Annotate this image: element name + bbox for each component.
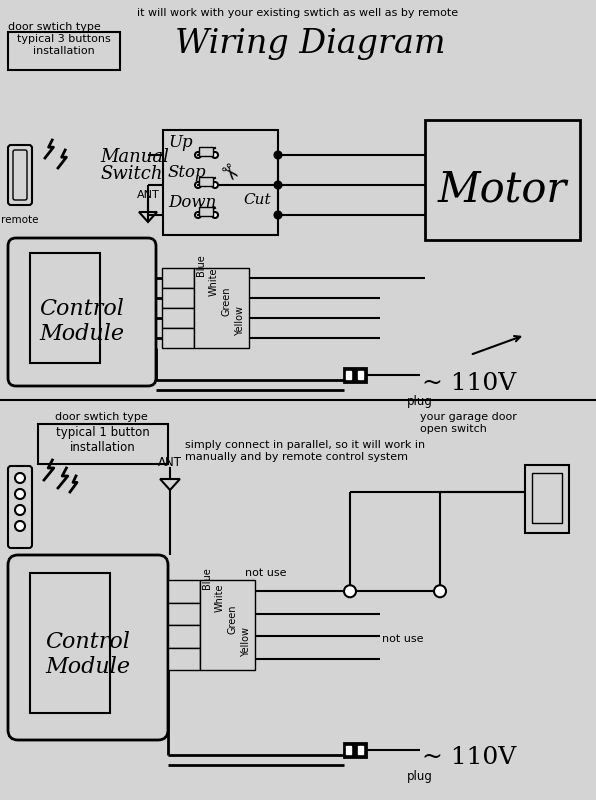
Text: not use: not use — [245, 568, 287, 578]
FancyBboxPatch shape — [346, 371, 351, 379]
FancyBboxPatch shape — [358, 371, 363, 379]
Text: simply connect in parallel, so it will work in
manually and by remote control sy: simply connect in parallel, so it will w… — [185, 440, 425, 462]
FancyBboxPatch shape — [168, 647, 200, 670]
Text: it will work with your existing swtich as well as by remote: it will work with your existing swtich a… — [138, 8, 458, 18]
Text: typical 3 buttons
installation: typical 3 buttons installation — [17, 34, 111, 56]
FancyBboxPatch shape — [38, 424, 168, 464]
FancyBboxPatch shape — [162, 268, 194, 288]
Text: plug: plug — [407, 770, 433, 783]
Text: ANT: ANT — [158, 456, 182, 469]
Text: Blue: Blue — [196, 254, 206, 276]
Circle shape — [212, 152, 218, 158]
Circle shape — [275, 151, 281, 158]
Text: Yellow: Yellow — [235, 306, 245, 336]
Text: Stop: Stop — [168, 164, 207, 181]
Circle shape — [15, 473, 25, 483]
Text: Cut: Cut — [243, 193, 271, 207]
Circle shape — [15, 489, 25, 499]
Circle shape — [195, 212, 201, 218]
FancyBboxPatch shape — [525, 465, 569, 533]
FancyBboxPatch shape — [163, 130, 278, 235]
Circle shape — [15, 505, 25, 515]
Text: plug: plug — [407, 395, 433, 408]
FancyBboxPatch shape — [8, 466, 32, 548]
Text: typical 1 button
installation: typical 1 button installation — [56, 426, 150, 454]
Text: White: White — [215, 583, 225, 612]
Text: Green: Green — [222, 286, 232, 316]
FancyBboxPatch shape — [8, 238, 156, 386]
Circle shape — [195, 152, 201, 158]
FancyBboxPatch shape — [162, 288, 194, 308]
FancyBboxPatch shape — [344, 743, 366, 757]
FancyBboxPatch shape — [199, 177, 213, 186]
Text: Yellow: Yellow — [241, 626, 251, 657]
Text: White: White — [209, 267, 219, 296]
FancyBboxPatch shape — [13, 150, 27, 200]
FancyBboxPatch shape — [8, 555, 168, 740]
FancyBboxPatch shape — [532, 473, 562, 523]
Text: Switch: Switch — [100, 165, 163, 183]
Text: ~ 110V: ~ 110V — [422, 746, 516, 770]
FancyBboxPatch shape — [168, 602, 200, 625]
FancyBboxPatch shape — [168, 625, 200, 647]
Circle shape — [212, 182, 218, 188]
Text: Control
Module: Control Module — [45, 631, 131, 678]
Text: not use: not use — [382, 634, 424, 644]
Circle shape — [434, 586, 446, 598]
Text: ~ 110V: ~ 110V — [422, 371, 516, 394]
FancyBboxPatch shape — [162, 328, 194, 348]
Text: Green: Green — [228, 605, 238, 634]
FancyBboxPatch shape — [30, 253, 100, 363]
FancyBboxPatch shape — [200, 580, 255, 670]
Circle shape — [212, 212, 218, 218]
FancyBboxPatch shape — [346, 746, 351, 754]
Text: door swtich type: door swtich type — [55, 412, 148, 422]
FancyBboxPatch shape — [199, 147, 213, 156]
Text: Manual: Manual — [100, 148, 169, 166]
FancyBboxPatch shape — [425, 120, 580, 240]
Text: Motor: Motor — [437, 168, 567, 210]
Circle shape — [275, 211, 281, 218]
Text: ✂: ✂ — [214, 160, 241, 187]
Text: ANT: ANT — [136, 190, 159, 200]
Text: Wiring Diagram: Wiring Diagram — [175, 28, 445, 60]
Text: Up: Up — [168, 134, 193, 151]
FancyBboxPatch shape — [358, 746, 363, 754]
Circle shape — [275, 182, 281, 189]
FancyBboxPatch shape — [344, 368, 366, 382]
Circle shape — [195, 182, 201, 188]
FancyBboxPatch shape — [168, 580, 200, 602]
Text: remote: remote — [1, 215, 39, 225]
FancyBboxPatch shape — [30, 573, 110, 713]
FancyBboxPatch shape — [8, 32, 120, 70]
Text: door swtich type: door swtich type — [8, 22, 101, 32]
Text: Control
Module: Control Module — [39, 298, 125, 346]
FancyBboxPatch shape — [199, 207, 213, 216]
Text: Blue: Blue — [202, 567, 212, 590]
Circle shape — [344, 586, 356, 598]
FancyBboxPatch shape — [162, 308, 194, 328]
Text: Down: Down — [168, 194, 216, 211]
Circle shape — [15, 521, 25, 531]
FancyBboxPatch shape — [8, 145, 32, 205]
FancyBboxPatch shape — [194, 268, 249, 348]
Text: your garage door
open switch: your garage door open switch — [420, 412, 517, 434]
